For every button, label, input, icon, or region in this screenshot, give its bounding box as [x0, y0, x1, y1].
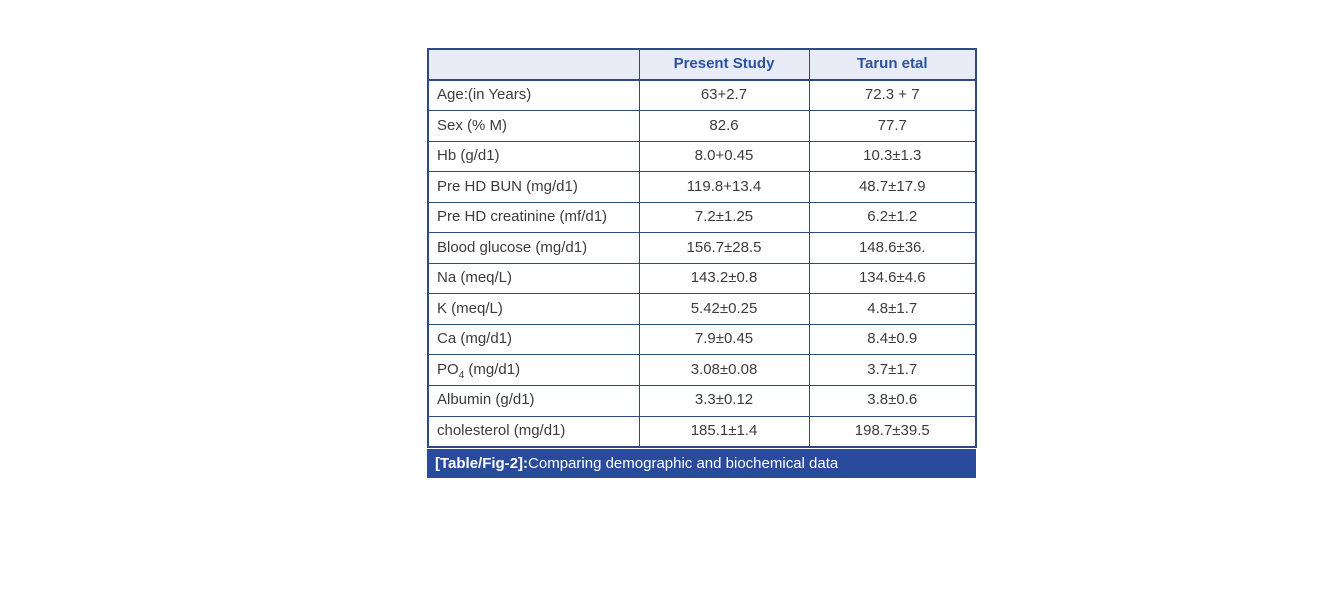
table-row: Hb (g/d1) 8.0+0.45 10.3±1.3	[427, 140, 977, 173]
cell-tarun-etal-value: 3.8±0.6	[808, 384, 977, 417]
row-parameter-label: Albumin (g/d1)	[427, 384, 640, 417]
header-tarun-etal: Tarun etal	[808, 48, 977, 81]
comparison-table-figure: Present Study Tarun etal Age:(in Years) 6…	[427, 48, 977, 478]
cell-present-study-value: 7.9±0.45	[638, 323, 810, 356]
row-parameter-label: Sex (% M)	[427, 110, 640, 142]
cell-present-study-value: 143.2±0.8	[638, 262, 810, 295]
cell-tarun-etal-value: 6.2±1.2	[808, 201, 977, 234]
cell-present-study-value: 7.2±1.25	[638, 201, 810, 234]
cell-tarun-etal-value: 10.3±1.3	[808, 140, 977, 173]
table-row: Sex (% M) 82.6 77.7	[427, 110, 977, 142]
row-parameter-label: Blood glucose (mg/d1)	[427, 232, 640, 264]
cell-present-study-value: 3.3±0.12	[638, 384, 810, 417]
row-parameter-label: Pre HD BUN (mg/d1)	[427, 171, 640, 203]
cell-present-study-value: 8.0+0.45	[638, 140, 810, 173]
table-header-row: Present Study Tarun etal	[427, 48, 977, 81]
row-parameter-label: cholesterol (mg/d1)	[427, 415, 640, 448]
cell-tarun-etal-value: 134.6±4.6	[808, 262, 977, 295]
table-caption: [Table/Fig-2]: Comparing demographic and…	[427, 448, 976, 478]
caption-text: Comparing demographic and biochemical da…	[528, 454, 839, 472]
cell-tarun-etal-value: 77.7	[808, 110, 977, 142]
cell-tarun-etal-value: 198.7±39.5	[808, 415, 977, 448]
row-parameter-label: Na (meq/L)	[427, 262, 640, 295]
row-parameter-label: Pre HD creatinine (mf/d1)	[427, 201, 640, 234]
cell-tarun-etal-value: 3.7±1.7	[808, 354, 977, 386]
table-row: PO4 (mg/d1) 3.08±0.08 3.7±1.7	[427, 354, 977, 386]
cell-present-study-value: 82.6	[638, 110, 810, 142]
cell-present-study-value: 156.7±28.5	[638, 232, 810, 264]
row-parameter-label: Ca (mg/d1)	[427, 323, 640, 356]
cell-tarun-etal-value: 48.7±17.9	[808, 171, 977, 203]
caption-label: [Table/Fig-2]:	[435, 454, 529, 472]
table-row: K (meq/L) 5.42±0.25 4.8±1.7	[427, 293, 977, 325]
cell-tarun-etal-value: 4.8±1.7	[808, 293, 977, 325]
cell-present-study-value: 5.42±0.25	[638, 293, 810, 325]
table-row: Pre HD creatinine (mf/d1) 7.2±1.25 6.2±1.2	[427, 201, 977, 234]
row-parameter-label: K (meq/L)	[427, 293, 640, 325]
demographic-biochemical-table: Present Study Tarun etal Age:(in Years) 6…	[427, 48, 977, 448]
subscript: 4	[458, 369, 465, 381]
table-row: Blood glucose (mg/d1) 156.7±28.5 148.6±36.	[427, 232, 977, 264]
cell-present-study-value: 119.8+13.4	[638, 171, 810, 203]
row-parameter-label: Hb (g/d1)	[427, 140, 640, 173]
table-row: Na (meq/L) 143.2±0.8 134.6±4.6	[427, 262, 977, 295]
cell-present-study-value: 63+2.7	[638, 79, 810, 112]
cell-tarun-etal-value: 72.3 + 7	[808, 79, 977, 112]
row-parameter-label: Age:(in Years)	[427, 79, 640, 112]
cell-tarun-etal-value: 148.6±36.	[808, 232, 977, 264]
header-present-study: Present Study	[638, 48, 810, 81]
cell-tarun-etal-value: 8.4±0.9	[808, 323, 977, 356]
row-parameter-label: PO4 (mg/d1)	[427, 354, 640, 386]
cell-present-study-value: 185.1±1.4	[638, 415, 810, 448]
cell-present-study-value: 3.08±0.08	[638, 354, 810, 386]
header-parameter-blank	[427, 48, 640, 81]
table-row: Albumin (g/d1) 3.3±0.12 3.8±0.6	[427, 384, 977, 417]
table-row: cholesterol (mg/d1) 185.1±1.4 198.7±39.5	[427, 415, 977, 448]
table-row: Ca (mg/d1) 7.9±0.45 8.4±0.9	[427, 323, 977, 356]
table-body: Age:(in Years) 63+2.7 72.3 + 7 Sex (% M) 82.…	[427, 79, 977, 448]
table-row: Age:(in Years) 63+2.7 72.3 + 7	[427, 79, 977, 112]
table-row: Pre HD BUN (mg/d1) 119.8+13.4 48.7±17.9	[427, 171, 977, 203]
